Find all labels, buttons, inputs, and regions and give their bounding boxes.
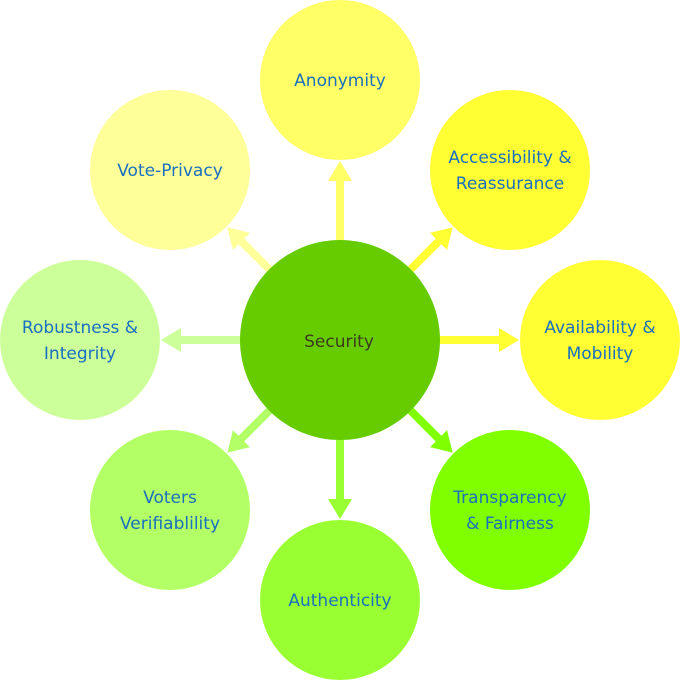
node-label: Authenticity xyxy=(288,591,391,611)
arrows-layer xyxy=(161,161,519,519)
arrow-shaft xyxy=(407,407,443,443)
arrow-head xyxy=(227,430,250,453)
node-robustness: Robustness & Integrity xyxy=(0,260,160,420)
arrow-shaft xyxy=(407,237,443,273)
arrow-head xyxy=(499,328,519,352)
node-circle xyxy=(0,260,160,420)
node-label: & Fairness xyxy=(466,514,554,534)
node-circle xyxy=(260,0,420,160)
node-circle xyxy=(90,90,250,250)
arrow-head xyxy=(227,227,250,250)
center-node: Security xyxy=(240,240,440,440)
arrow-robustness xyxy=(161,328,240,352)
arrow-head xyxy=(161,328,181,352)
center-label: Security xyxy=(304,332,374,352)
node-anonymity: Anonymity xyxy=(260,0,420,160)
arrow-availability xyxy=(440,328,519,352)
node-circle xyxy=(430,430,590,590)
arrow-shaft xyxy=(237,237,273,273)
arrow-shaft xyxy=(237,407,273,443)
arrow-verifiability xyxy=(227,407,273,453)
arrow-transparency xyxy=(407,407,453,453)
node-transparency: Transparency & Fairness xyxy=(430,430,590,590)
arrow-authenticity xyxy=(328,440,352,519)
arrow-head xyxy=(328,499,352,519)
node-label: Verifiablility xyxy=(120,514,220,534)
node-label: Anonymity xyxy=(294,71,386,91)
node-label: Transparency xyxy=(452,488,566,508)
arrow-accessibility xyxy=(407,227,453,273)
node-vote-privacy: Vote-Privacy xyxy=(90,90,250,250)
node-label: Mobility xyxy=(567,344,634,364)
node-circle xyxy=(520,260,680,420)
node-label: Vote-Privacy xyxy=(117,161,223,181)
center-circle xyxy=(240,240,440,440)
node-label: Voters xyxy=(143,488,197,508)
node-accessibility: Accessibility & Reassurance xyxy=(430,90,590,250)
node-authenticity: Authenticity xyxy=(260,520,420,680)
node-circle xyxy=(430,90,590,250)
arrow-head xyxy=(430,430,453,453)
arrow-head xyxy=(430,227,453,250)
node-availability: Availability & Mobility xyxy=(520,260,680,420)
node-circle xyxy=(90,430,250,590)
node-verifiability: Voters Verifiablility xyxy=(90,430,250,590)
node-label: Reassurance xyxy=(456,174,564,194)
node-label: Accessibility & xyxy=(448,148,571,168)
node-label: Availability & xyxy=(544,318,655,338)
node-label: Robustness & xyxy=(22,318,138,338)
node-label: Integrity xyxy=(44,344,116,364)
arrow-vote-privacy xyxy=(227,227,273,273)
node-circle xyxy=(260,520,420,680)
arrow-anonymity xyxy=(328,161,352,240)
arrow-head xyxy=(328,161,352,181)
